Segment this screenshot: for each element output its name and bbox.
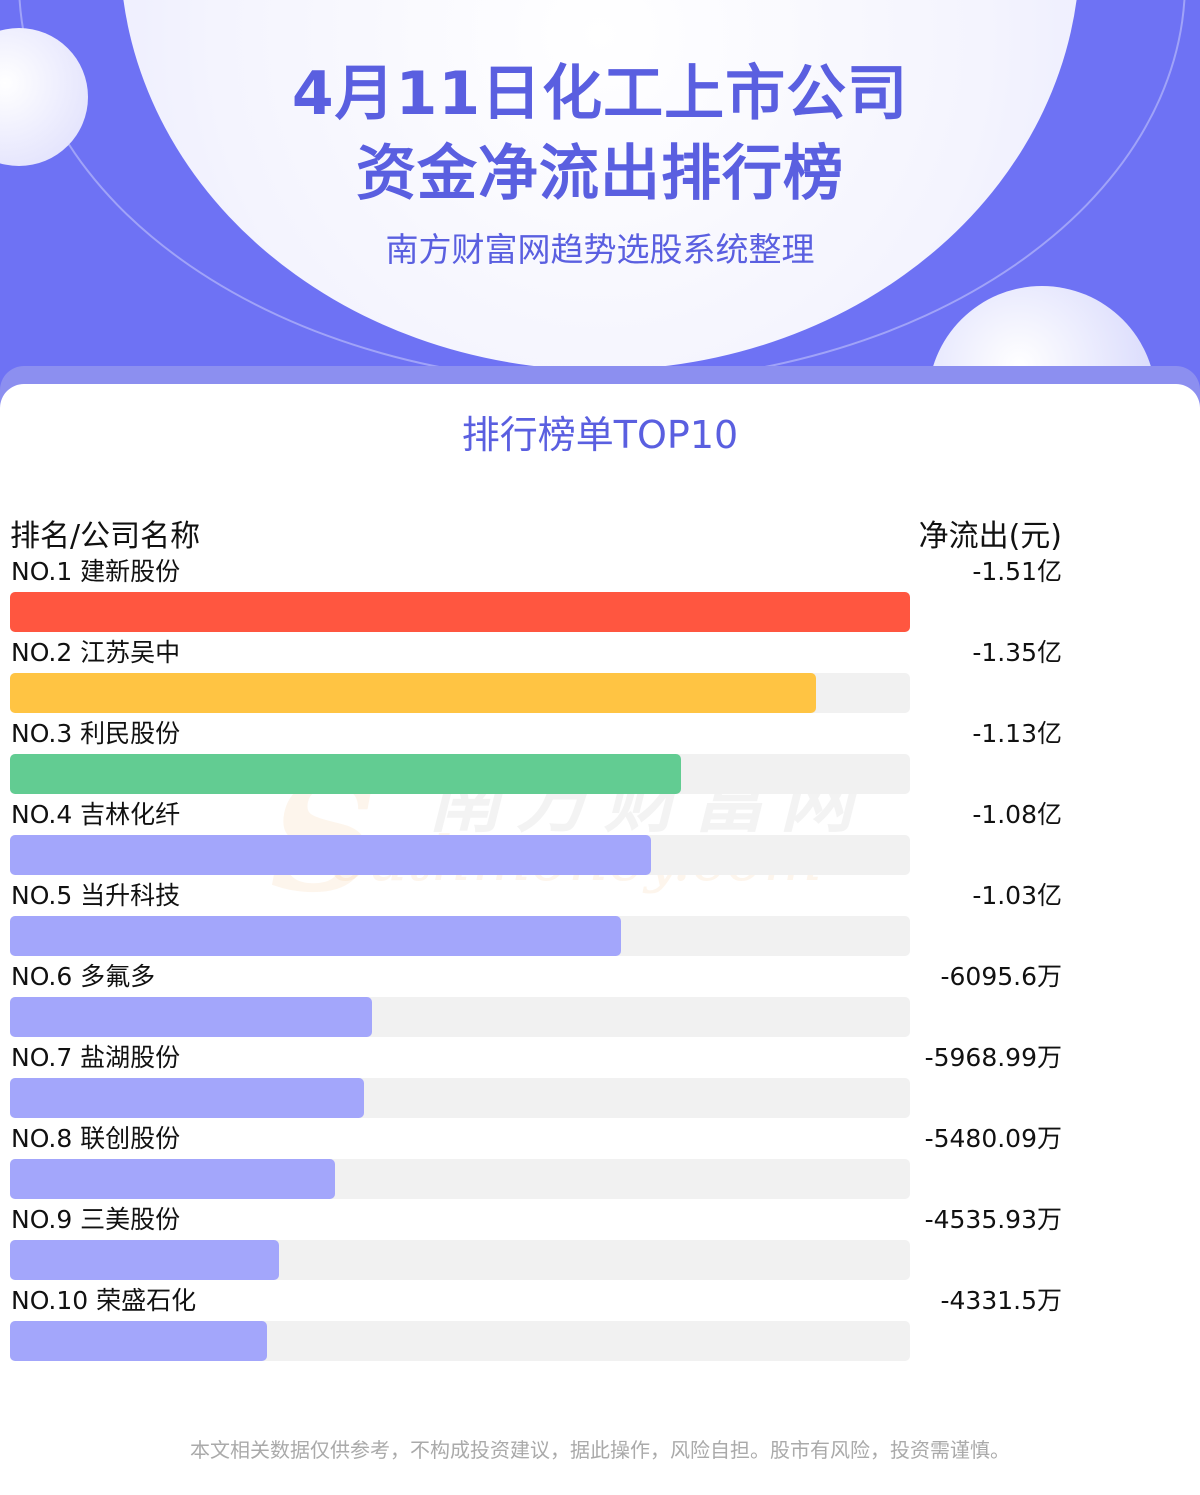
bar (10, 1078, 364, 1118)
bar (10, 1240, 279, 1280)
bar-value-label: -1.08亿 (972, 800, 1062, 829)
bar-value-label: -6095.6万 (940, 962, 1063, 991)
bar-value-label: -5480.09万 (924, 1124, 1062, 1153)
bar (10, 592, 910, 632)
page-subtitle: 南方财富网趋势选股系统整理 (385, 230, 815, 269)
bar-label: NO.6 多氟多 (11, 962, 156, 991)
bar-track (10, 1240, 910, 1280)
bar-label: NO.5 当升科技 (11, 881, 181, 910)
bar-row: NO.7 盐湖股份 -5968.99万 (0, 1042, 1200, 1123)
bar-row: NO.4 吉林化纤 -1.08亿 (0, 799, 1200, 880)
bar (10, 673, 816, 713)
bar-value-label: -1.13亿 (972, 719, 1062, 748)
bar-label: NO.2 江苏吴中 (11, 638, 181, 667)
bar-row: NO.1 建新股份 -1.51亿 (0, 556, 1200, 637)
bar-row: NO.5 当升科技 -1.03亿 (0, 880, 1200, 961)
bar-row: NO.6 多氟多 -6095.6万 (0, 961, 1200, 1042)
bar-row: NO.2 江苏吴中 -1.35亿 (0, 637, 1200, 718)
bar (10, 916, 621, 956)
disclaimer: 本文相关数据仅供参考，不构成投资建议，据此操作，风险自担。股市有风险，投资需谨慎… (190, 1438, 1010, 1462)
section-title: 排行榜单TOP10 (461, 413, 739, 457)
bar-row: NO.10 荣盛石化 -4331.5万 (0, 1285, 1200, 1366)
bar (10, 1159, 335, 1199)
column-header-value: 净流出(元) (918, 519, 1062, 554)
page-title-line1: 4月11日化工上市公司 (291, 59, 909, 129)
bar-track (10, 754, 910, 794)
bar-track (10, 1159, 910, 1199)
bar-track (10, 592, 910, 632)
bar-value-label: -4331.5万 (940, 1286, 1063, 1315)
bar-value-label: -1.51亿 (972, 557, 1062, 586)
bar-row: NO.8 联创股份 -5480.09万 (0, 1123, 1200, 1204)
bar-label: NO.4 吉林化纤 (11, 800, 181, 829)
bar-label: NO.1 建新股份 (11, 557, 181, 586)
bar-track (10, 835, 910, 875)
bar-track (10, 1321, 910, 1361)
column-header-name: 排名/公司名称 (10, 519, 201, 554)
bar-value-label: -1.35亿 (972, 638, 1062, 667)
bar-track (10, 673, 910, 713)
bar-label: NO.8 联创股份 (11, 1124, 181, 1153)
bar-label: NO.3 利民股份 (11, 719, 181, 748)
bar (10, 997, 372, 1037)
bar-track (10, 997, 910, 1037)
bar-value-label: -4535.93万 (924, 1205, 1062, 1234)
header-banner: 4月11日化工上市公司 资金净流出排行榜 南方财富网趋势选股系统整理 (0, 0, 1200, 420)
bar-row: NO.3 利民股份 -1.13亿 (0, 718, 1200, 799)
bar-value-label: -5968.99万 (924, 1043, 1062, 1072)
bar (10, 1321, 267, 1361)
bar-label: NO.10 荣盛石化 (11, 1286, 197, 1315)
bar-track (10, 1078, 910, 1118)
page-title-line2: 资金净流出排行榜 (356, 139, 844, 209)
bar-track (10, 916, 910, 956)
bar (10, 754, 681, 794)
bar-label: NO.7 盐湖股份 (11, 1043, 181, 1072)
bar-value-label: -1.03亿 (972, 881, 1062, 910)
bar-row: NO.9 三美股份 -4535.93万 (0, 1204, 1200, 1285)
bar (10, 835, 651, 875)
bar-label: NO.9 三美股份 (11, 1205, 181, 1234)
